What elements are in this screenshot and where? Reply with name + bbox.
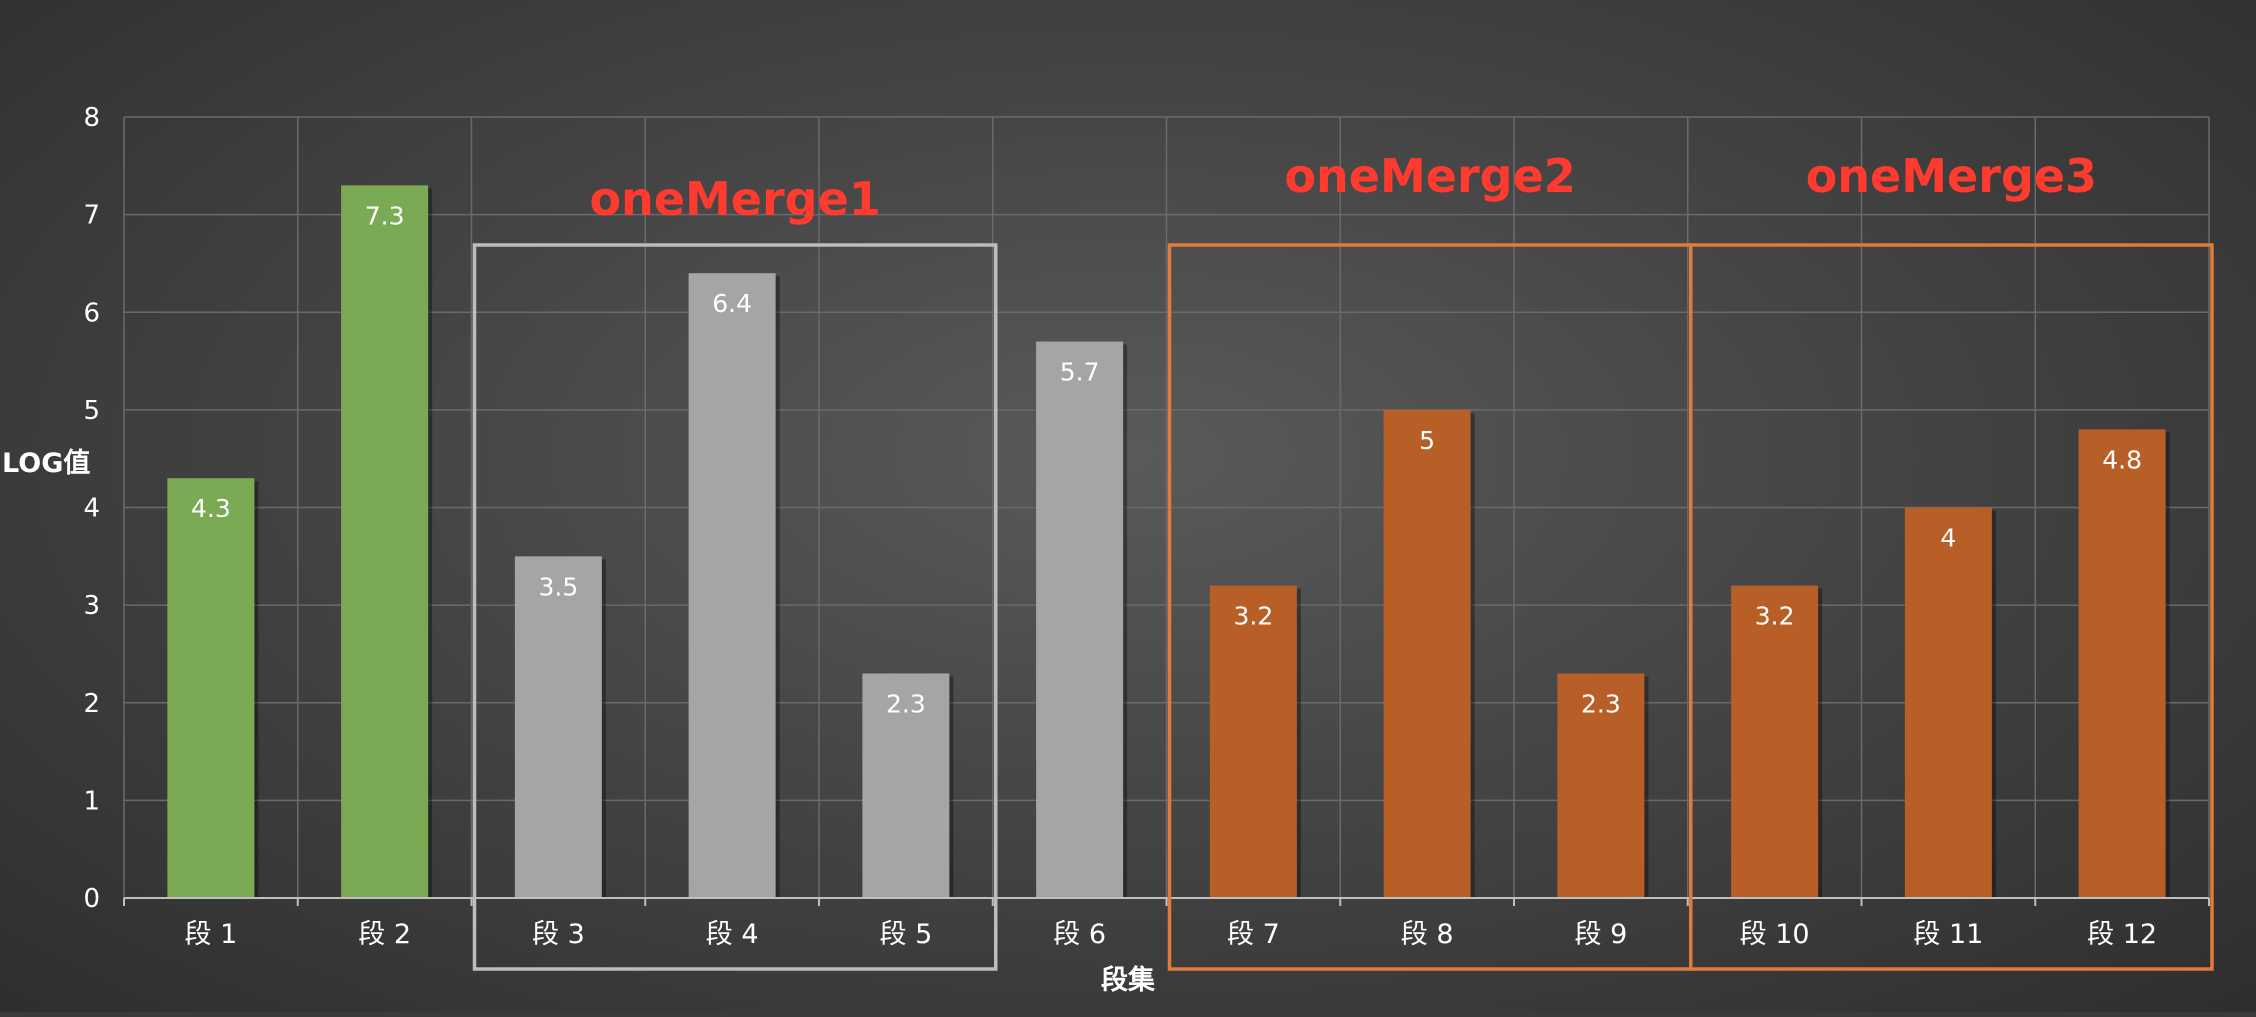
data-label: 2.3 — [1581, 689, 1621, 718]
data-label: 5.7 — [1060, 358, 1100, 387]
data-label: 3.2 — [1233, 602, 1273, 631]
y-tick-label: 3 — [83, 591, 100, 621]
bars — [167, 185, 2170, 899]
x-tick-label: 段 1 — [184, 919, 237, 950]
bar — [1557, 673, 1645, 898]
bar — [2078, 429, 2166, 898]
group-title: oneMerge1 — [589, 172, 880, 226]
data-label: 2.3 — [886, 689, 926, 718]
x-axis-title: 段集 — [1101, 964, 1156, 996]
y-tick-label: 7 — [83, 201, 100, 231]
y-tick-label: 4 — [83, 494, 100, 524]
x-tick-label: 段 2 — [358, 919, 411, 950]
data-label: 4 — [1940, 524, 1956, 553]
data-label: 4.3 — [191, 494, 231, 523]
x-tick-label: 段 11 — [1913, 919, 1983, 950]
bar — [514, 556, 602, 898]
axes — [123, 897, 2210, 906]
x-tick-label: 段 5 — [879, 919, 932, 950]
x-tick-label: 段 9 — [1574, 919, 1627, 950]
bar — [167, 478, 255, 898]
x-tick-label: 段 8 — [1401, 919, 1454, 950]
bar — [1209, 585, 1297, 898]
data-label: 7.3 — [365, 201, 405, 230]
y-tick-label: 0 — [83, 884, 100, 914]
x-tick-label: 段 6 — [1053, 919, 1106, 950]
group-box — [472, 243, 998, 971]
y-axis-title: LOG值 — [2, 448, 90, 479]
bar — [688, 273, 776, 898]
data-label: 6.4 — [712, 289, 752, 318]
group-box — [1689, 243, 2214, 971]
bar — [1036, 341, 1124, 899]
data-label: 3.5 — [538, 572, 578, 601]
group-boxes — [472, 243, 2214, 971]
data-label: 3.2 — [1755, 602, 1795, 631]
x-tick-label: 段 3 — [532, 919, 585, 950]
x-tick-label: 段 7 — [1227, 919, 1280, 950]
bar — [1731, 585, 1819, 898]
bar — [862, 673, 950, 898]
bar — [1904, 507, 1992, 898]
labels: 0 1 2 3 4 5 6 7 8 4.3 段 1 7.3 段 2 3.5 段 3 6.4 段 4 2.3 段 5 5… — [83, 103, 2157, 950]
group-title: oneMerge2 — [1284, 149, 1575, 203]
data-label: 4.8 — [2102, 445, 2142, 474]
y-tick-label: 8 — [83, 103, 100, 133]
bar — [341, 185, 429, 898]
y-tick-label: 2 — [83, 689, 100, 719]
x-tick-label: 段 4 — [706, 919, 759, 950]
bar — [1383, 409, 1471, 898]
y-tick-label: 5 — [83, 396, 100, 426]
y-tick-label: 1 — [83, 786, 100, 816]
x-tick-label: 段 10 — [1740, 919, 1810, 950]
x-tick-label: 段 12 — [2087, 919, 2157, 950]
data-label: 5 — [1419, 426, 1435, 455]
group-title: oneMerge3 — [1806, 149, 2097, 203]
gridlines — [123, 116, 2210, 898]
y-tick-label: 6 — [83, 298, 100, 328]
